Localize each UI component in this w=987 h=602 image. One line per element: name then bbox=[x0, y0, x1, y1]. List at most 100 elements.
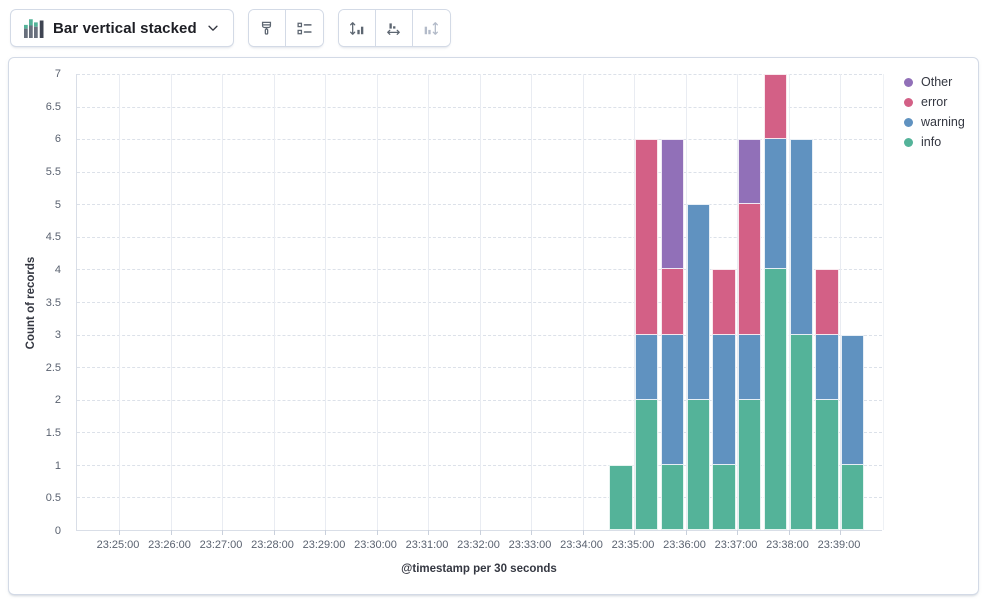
x-gridline bbox=[840, 74, 841, 530]
chart-panel: Count of records 0 0.5 1 1.5 2 2.5 3 3.5 4 4.5 5 5.… bbox=[8, 57, 979, 595]
bar-segment-info[interactable] bbox=[686, 399, 710, 530]
x-gridline bbox=[222, 74, 223, 530]
y-tick-label: 2.5 bbox=[45, 361, 61, 374]
x-gridline bbox=[170, 74, 172, 530]
bar-segment-error[interactable] bbox=[763, 74, 787, 140]
bottom-axis-button[interactable] bbox=[375, 10, 413, 46]
bar-segment-info[interactable] bbox=[738, 399, 762, 530]
bar-segment-warning[interactable] bbox=[660, 334, 684, 465]
bar-segment-info[interactable] bbox=[789, 334, 813, 530]
bar-segment-warning[interactable] bbox=[789, 139, 813, 335]
x-gridline bbox=[634, 74, 635, 530]
y-tick-label: 5.5 bbox=[45, 165, 61, 178]
legend-item-info[interactable]: info bbox=[904, 135, 965, 149]
legend-swatch bbox=[904, 117, 913, 127]
bar-segment-warning[interactable] bbox=[712, 334, 736, 465]
x-gridline bbox=[273, 74, 275, 530]
visual-options-button[interactable] bbox=[248, 10, 286, 46]
right-axis-button bbox=[412, 10, 450, 46]
y-tick-label: 1.5 bbox=[45, 427, 61, 440]
x-tick-mark bbox=[737, 530, 738, 535]
x-tick-mark bbox=[428, 530, 429, 535]
bar-23:34:30[interactable] bbox=[609, 464, 633, 530]
legend-label: info bbox=[921, 135, 942, 149]
bar-segment-info[interactable] bbox=[712, 464, 736, 530]
bar-segment-warning[interactable] bbox=[815, 334, 839, 400]
y-tick-label: 0 bbox=[54, 525, 61, 537]
x-tick-mark bbox=[222, 530, 223, 535]
bar-segment-info[interactable] bbox=[815, 399, 839, 530]
bar-segment-error[interactable] bbox=[660, 269, 684, 335]
y-tick-label: 7 bbox=[54, 68, 61, 80]
bar-segment-error[interactable] bbox=[738, 204, 762, 335]
chart-type-dropdown[interactable]: Bar vertical stacked bbox=[10, 9, 234, 47]
bar-23:36:30[interactable] bbox=[712, 269, 736, 530]
legend-swatch bbox=[904, 137, 913, 147]
bar-segment-warning[interactable] bbox=[738, 334, 762, 400]
bar-23:39:00[interactable] bbox=[841, 334, 865, 530]
bar-segment-error[interactable] bbox=[635, 139, 659, 335]
x-axis-title: @timestamp per 30 seconds bbox=[401, 563, 557, 575]
y-tick-label: 4 bbox=[54, 263, 61, 276]
x-gridline bbox=[376, 74, 378, 530]
x-tick-mark bbox=[273, 530, 275, 535]
bar-23:38:00[interactable] bbox=[789, 139, 813, 530]
axis-button-group bbox=[337, 9, 451, 47]
legend-label: error bbox=[921, 95, 948, 109]
bar-23:35:00[interactable] bbox=[635, 139, 659, 530]
bar-segment-warning[interactable] bbox=[841, 334, 865, 465]
bar-segment-warning[interactable] bbox=[763, 139, 787, 270]
bar-segment-info[interactable] bbox=[635, 399, 659, 530]
bar-segment-info[interactable] bbox=[841, 464, 865, 530]
bar-segment-error[interactable] bbox=[712, 269, 736, 335]
legend-swatch bbox=[904, 77, 913, 87]
bar-segment-warning[interactable] bbox=[635, 334, 659, 400]
x-tick-mark bbox=[788, 530, 790, 535]
x-gridline bbox=[119, 74, 120, 530]
x-gridline bbox=[685, 74, 687, 530]
legend-item-Other[interactable]: Other bbox=[904, 75, 965, 89]
x-gridline bbox=[582, 74, 584, 530]
y-tick-label: 3 bbox=[54, 329, 61, 342]
toolbar: Bar vertical stacked bbox=[10, 9, 451, 47]
legend-label: warning bbox=[921, 115, 965, 129]
x-tick-mark bbox=[531, 530, 532, 535]
x-tick-mark bbox=[325, 530, 326, 535]
y-tick-label: 6.5 bbox=[45, 100, 61, 113]
x-gridline bbox=[531, 74, 532, 530]
bar-segment-info[interactable] bbox=[660, 464, 684, 530]
plot-area[interactable] bbox=[76, 74, 884, 535]
left-axis-icon bbox=[348, 20, 365, 37]
bar-23:37:30[interactable] bbox=[763, 74, 787, 530]
bar-23:36:00[interactable] bbox=[686, 204, 710, 530]
x-tick-label: 23:36:00 bbox=[663, 539, 706, 551]
bar-segment-error[interactable] bbox=[815, 269, 839, 335]
x-tick-mark bbox=[634, 530, 635, 535]
legend-label: Other bbox=[921, 75, 953, 89]
bar-segment-Other[interactable] bbox=[660, 139, 684, 270]
y-tick-label: 5 bbox=[54, 198, 61, 211]
x-tick-label: 23:26:00 bbox=[148, 539, 191, 551]
legend-item-warning[interactable]: warning bbox=[904, 115, 965, 129]
x-tick-mark bbox=[685, 530, 687, 535]
bar-segment-warning[interactable] bbox=[686, 204, 710, 400]
x-gridline bbox=[479, 74, 481, 530]
left-axis-button[interactable] bbox=[338, 10, 376, 46]
bar-23:38:30[interactable] bbox=[815, 269, 839, 530]
bar-23:35:30[interactable] bbox=[660, 139, 684, 530]
bar-vertical-stacked-icon bbox=[24, 18, 44, 38]
legend-settings-button[interactable] bbox=[285, 10, 323, 46]
legend-swatch bbox=[904, 97, 913, 107]
x-tick-label: 23:30:00 bbox=[354, 539, 397, 551]
x-gridline bbox=[737, 74, 738, 530]
bar-segment-info[interactable] bbox=[763, 269, 787, 530]
x-tick-label: 23:37:00 bbox=[714, 539, 758, 551]
bar-segment-Other[interactable] bbox=[738, 139, 762, 205]
x-tick-mark bbox=[170, 530, 172, 535]
legend-item-error[interactable]: error bbox=[904, 95, 965, 109]
x-tick-mark bbox=[840, 530, 841, 535]
bar-23:37:00[interactable] bbox=[738, 139, 762, 530]
x-tick-label: 23:34:00 bbox=[560, 539, 603, 551]
x-gridline bbox=[788, 74, 790, 530]
bar-segment-info[interactable] bbox=[609, 464, 633, 530]
